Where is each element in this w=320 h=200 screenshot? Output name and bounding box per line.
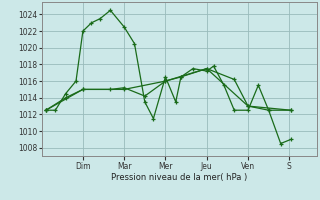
X-axis label: Pression niveau de la mer( hPa ): Pression niveau de la mer( hPa ) — [111, 173, 247, 182]
